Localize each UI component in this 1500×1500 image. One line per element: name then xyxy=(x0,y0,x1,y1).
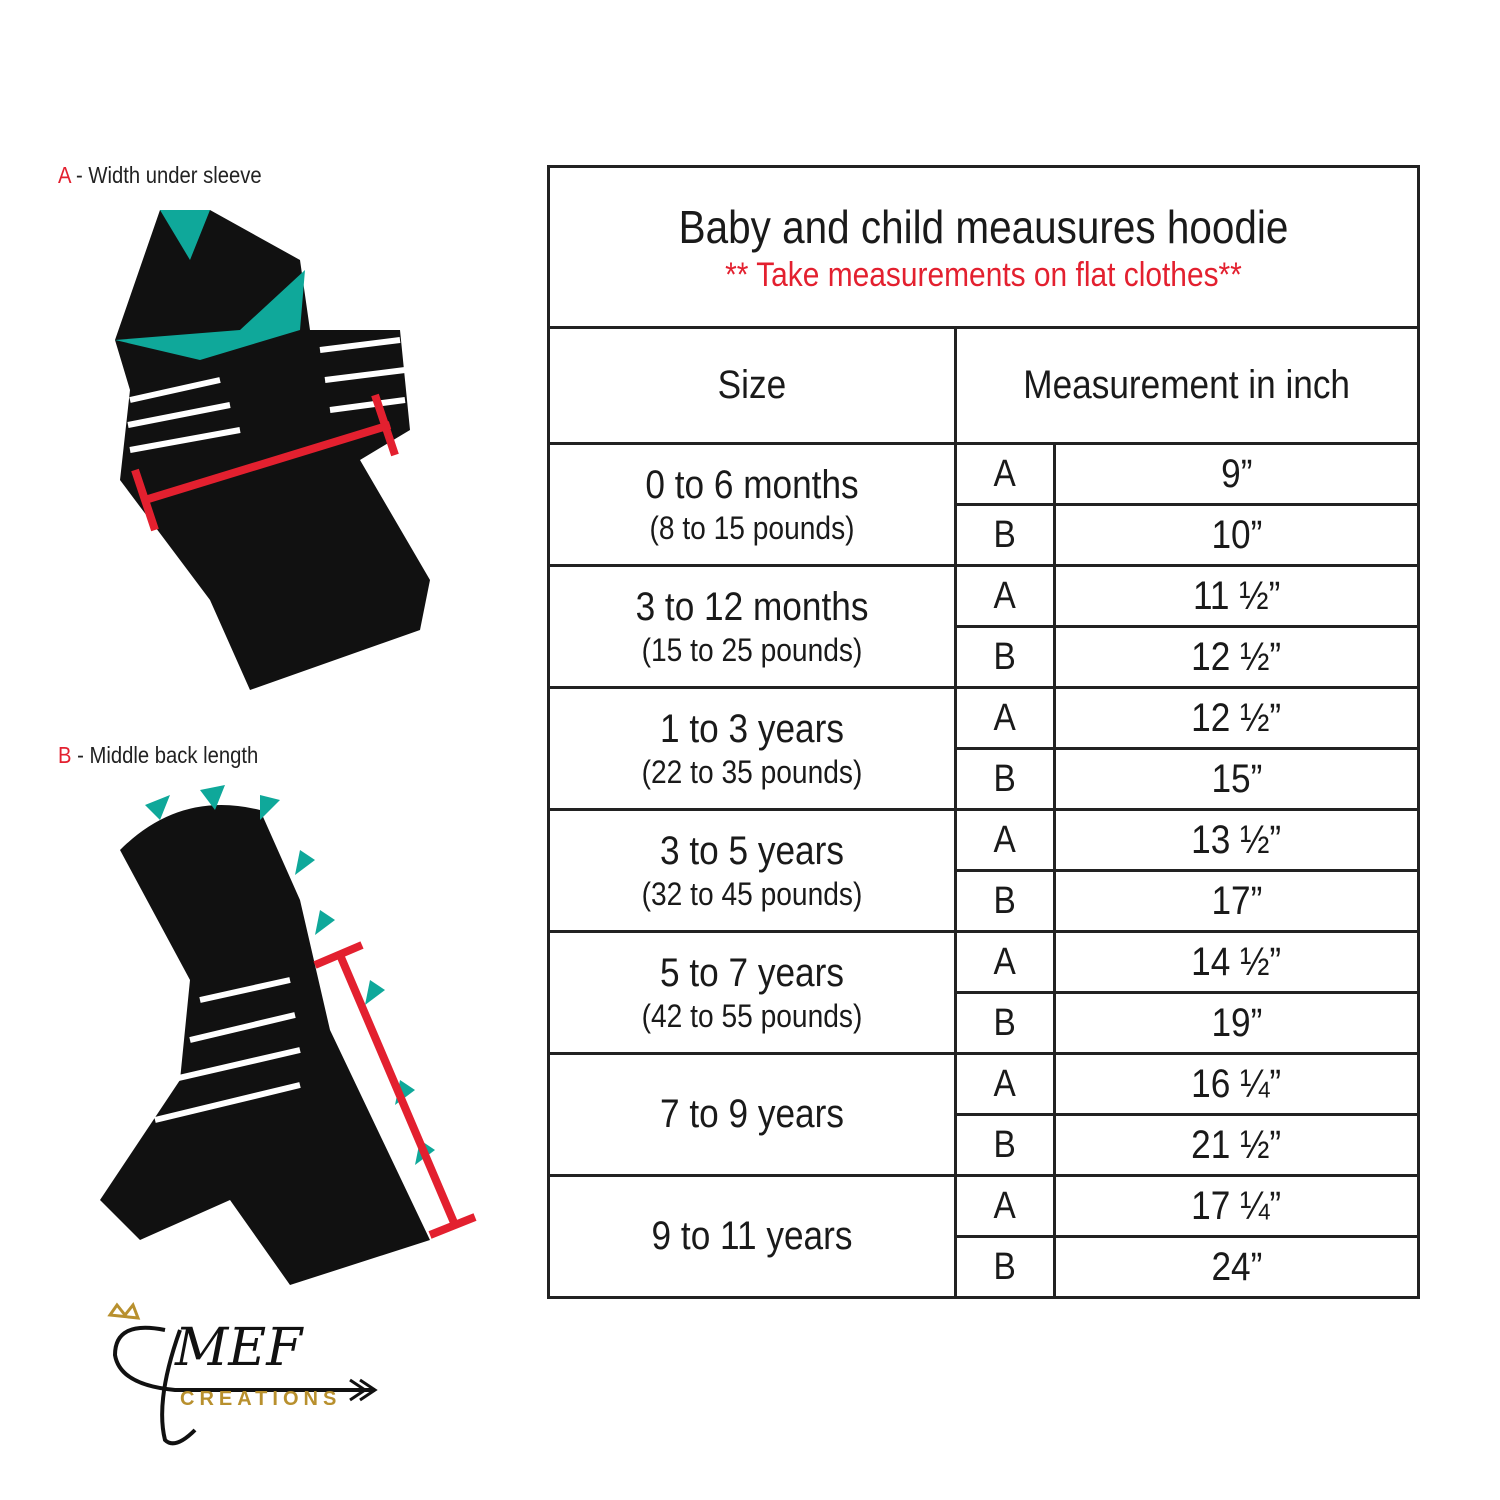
table-title-cell: Baby and child meausures hoodie ** Take … xyxy=(547,165,1420,329)
table-row: 7 to 9 years A 16 ¼” xyxy=(547,1052,1420,1177)
table-row: B 24” xyxy=(549,1235,1420,1299)
letter-b: B xyxy=(954,869,1056,933)
table-row: 1 to 3 years (22 to 35 pounds) A 12 ½” xyxy=(547,686,1420,811)
table-row: B 21 ½” xyxy=(549,1113,1420,1177)
letter-b: B xyxy=(954,1113,1056,1177)
letter-b: B xyxy=(954,625,1056,689)
value-b: 12 ½” xyxy=(1053,625,1420,689)
value-a: 13 ½” xyxy=(1053,808,1420,872)
label-b: B - Middle back length xyxy=(58,742,259,768)
letter-a: A xyxy=(954,1174,1056,1238)
brand-logo: MEF CREATIONS xyxy=(105,1300,395,1450)
value-b: 15” xyxy=(1053,747,1420,811)
table-row: B 12 ½” xyxy=(549,625,1420,689)
value-b: 21 ½” xyxy=(1053,1113,1420,1177)
table-title: Baby and child meausures hoodie xyxy=(678,200,1289,253)
label-a: A - Width under sleeve xyxy=(58,162,262,188)
value-b: 19” xyxy=(1053,991,1420,1055)
size-cell: 3 to 5 years (32 to 45 pounds) xyxy=(547,808,957,933)
table-row: 5 to 7 years (42 to 55 pounds) A 14 ½” xyxy=(547,930,1420,1055)
value-a: 17 ¼” xyxy=(1053,1174,1420,1238)
letter-b: B xyxy=(954,1235,1056,1299)
table-row: 0 to 6 months (8 to 15 pounds) A 9” xyxy=(547,442,1420,567)
value-a: 12 ½” xyxy=(1053,686,1420,750)
hoodie-front-image xyxy=(115,210,430,690)
table-row: 3 to 12 months (15 to 25 pounds) A 11 ½” xyxy=(547,564,1420,689)
table-row: B 10” xyxy=(549,503,1420,567)
table-row: B 19” xyxy=(549,991,1420,1055)
letter-b: B xyxy=(954,991,1056,1055)
value-a: 16 ¼” xyxy=(1053,1052,1420,1116)
hoodie-back-image xyxy=(100,785,477,1285)
table-row: B 17” xyxy=(549,869,1420,933)
size-cell: 0 to 6 months (8 to 15 pounds) xyxy=(547,442,957,567)
table-row: 9 to 11 years A 17 ¼” xyxy=(547,1174,1420,1299)
letter-a: A xyxy=(954,1052,1056,1116)
value-a: 11 ½” xyxy=(1053,564,1420,628)
letter-b: B xyxy=(954,747,1056,811)
letter-a: A xyxy=(954,564,1056,628)
header-size: Size xyxy=(547,326,957,445)
table-subtitle: ** Take measurements on flat clothes** xyxy=(725,255,1242,294)
letter-b: B xyxy=(954,503,1056,567)
size-cell: 7 to 9 years xyxy=(547,1052,957,1177)
table-row: B 15” xyxy=(549,747,1420,811)
value-a: 9” xyxy=(1053,442,1420,506)
value-a: 14 ½” xyxy=(1053,930,1420,994)
letter-a: A xyxy=(954,442,1056,506)
value-b: 17” xyxy=(1053,869,1420,933)
value-b: 10” xyxy=(1053,503,1420,567)
size-cell: 1 to 3 years (22 to 35 pounds) xyxy=(547,686,957,811)
letter-a: A xyxy=(954,930,1056,994)
size-cell: 5 to 7 years (42 to 55 pounds) xyxy=(547,930,957,1055)
size-cell: 9 to 11 years xyxy=(547,1174,957,1299)
size-chart-table: Baby and child meausures hoodie ** Take … xyxy=(547,165,1420,1299)
value-b: 24” xyxy=(1053,1235,1420,1299)
table-row: 3 to 5 years (32 to 45 pounds) A 13 ½” xyxy=(547,808,1420,933)
size-cell: 3 to 12 months (15 to 25 pounds) xyxy=(547,564,957,689)
header-measurement: Measurement in inch xyxy=(954,326,1420,445)
letter-a: A xyxy=(954,686,1056,750)
letter-a: A xyxy=(954,808,1056,872)
